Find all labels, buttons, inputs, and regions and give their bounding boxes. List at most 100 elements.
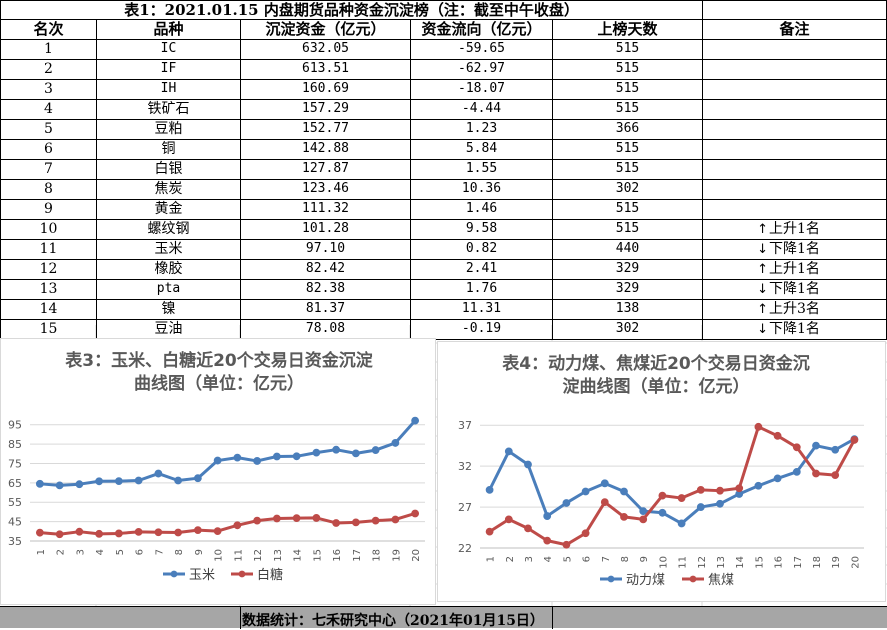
- x-tick-label: 5: [562, 556, 573, 562]
- name-cell: 铜: [96, 138, 241, 160]
- name-cell: 橡胶: [96, 258, 241, 280]
- x-tick-label: 15: [312, 549, 323, 562]
- table-row: 12 橡胶 82.42 2.41 329 ↑上升1名: [0, 258, 887, 280]
- arrow-down-icon: ↓: [757, 281, 768, 297]
- x-tick-label: 15: [754, 556, 765, 569]
- legend-swatch-marker: [689, 575, 697, 583]
- rank-cell: 8: [0, 178, 97, 200]
- capital-cell: 101.28: [240, 218, 411, 240]
- flow-cell: 5.84: [410, 138, 553, 160]
- capital-cell: 157.29: [240, 98, 411, 120]
- flow-cell: 1.23: [410, 118, 553, 140]
- x-tick-label: 5: [115, 549, 126, 555]
- y-tick-label: 27: [458, 501, 472, 514]
- data-point: [174, 476, 183, 485]
- x-tick-label: 14: [735, 556, 746, 569]
- data-point: [773, 431, 782, 440]
- chart-title-line2: 曲线图（单位：亿元）: [134, 373, 304, 394]
- note-cell: [702, 38, 887, 60]
- y-tick-label: 55: [8, 496, 22, 509]
- rank-change-text: 上升1名: [768, 220, 820, 237]
- name-cell: 豆油: [96, 318, 241, 340]
- name-cell: IH: [96, 78, 241, 100]
- note-cell: ↑上升1名: [702, 218, 887, 240]
- arrow-down-icon: ↓: [757, 241, 768, 257]
- data-point: [154, 528, 163, 537]
- capital-cell: 152.77: [240, 118, 411, 140]
- data-point: [658, 491, 667, 500]
- note-cell: [702, 58, 887, 80]
- rank-cell: 9: [0, 198, 97, 220]
- capital-cell: 127.87: [240, 158, 411, 180]
- data-point: [754, 422, 763, 431]
- note-cell: [702, 98, 887, 120]
- rank-cell: 3: [0, 78, 97, 100]
- data-point: [581, 487, 590, 496]
- capital-cell: 78.08: [240, 318, 411, 340]
- x-tick-label: 19: [831, 556, 842, 569]
- name-cell: 白银: [96, 158, 241, 180]
- data-point: [696, 503, 705, 511]
- data-point: [154, 469, 163, 478]
- chart-title-line2: 淀曲线图（单位：亿元）: [563, 376, 750, 397]
- data-point: [233, 453, 242, 462]
- data-point: [831, 445, 840, 454]
- rank-change-text: 下降1名: [768, 240, 820, 257]
- header-rank: 名次: [0, 19, 97, 40]
- table-row: 14 镍 81.37 11.31 138 ↑上升3名: [0, 298, 887, 320]
- x-tick-label: 12: [697, 556, 708, 569]
- x-tick-label: 11: [678, 556, 689, 569]
- days-cell: 515: [551, 198, 704, 220]
- flow-cell: 2.41: [410, 258, 553, 280]
- legend-swatch-marker: [170, 570, 178, 578]
- x-tick-label: 12: [253, 549, 264, 562]
- name-cell: 焦炭: [96, 178, 241, 200]
- y-tick-label: 32: [458, 460, 472, 473]
- data-point: [716, 499, 724, 508]
- arrow-down-icon: ↓: [757, 321, 768, 337]
- x-tick-label: 20: [411, 549, 422, 562]
- note-cell: [702, 138, 887, 160]
- x-tick-label: 9: [639, 556, 650, 562]
- days-cell: 138: [551, 298, 704, 320]
- data-point: [75, 480, 84, 489]
- data-point: [253, 457, 262, 465]
- rank-change-text: 下降1名: [768, 320, 820, 337]
- data-point: [292, 514, 301, 523]
- x-tick-label: 8: [620, 556, 631, 562]
- flow-cell: -18.07: [410, 78, 553, 100]
- note-cell: [702, 78, 887, 100]
- note-cell: ↑上升1名: [702, 258, 887, 280]
- note-cell: [702, 158, 887, 180]
- data-point: [754, 481, 763, 490]
- x-tick-label: 6: [135, 549, 146, 555]
- x-tick-label: 3: [524, 556, 535, 562]
- footer-bar: 数据统计：七禾研究中心（2021年01月15日）: [0, 606, 887, 629]
- capital-cell: 82.38: [240, 278, 411, 300]
- legend-label: 动力煤: [626, 573, 665, 588]
- name-cell: 镍: [96, 298, 241, 320]
- table-row: 15 豆油 78.08 -0.19 302 ↓下降1名: [0, 318, 887, 340]
- table-title-blank-cell: [702, 0, 887, 21]
- days-cell: 440: [551, 238, 704, 260]
- name-cell: 玉米: [96, 238, 241, 260]
- x-tick-label: 6: [582, 556, 593, 562]
- rank-change-text: 上升1名: [768, 260, 820, 277]
- series-line-1: [488, 425, 856, 547]
- y-tick-label: 37: [458, 419, 472, 432]
- data-point: [504, 447, 513, 456]
- data-point: [55, 530, 64, 539]
- footer-divider-left: [240, 607, 241, 629]
- capital-cell: 142.88: [240, 138, 411, 160]
- coal-chart: 表4：动力煤、焦煤近20个交易日资金沉 淀曲线图（单位：亿元） 22 27 32 37 1 2…: [437, 341, 886, 602]
- name-cell: pta: [96, 278, 241, 300]
- x-tick-label: 17: [352, 549, 363, 562]
- data-point: [351, 449, 360, 458]
- data-point: [411, 509, 420, 518]
- days-cell: 329: [551, 258, 704, 280]
- x-tick-label: 7: [601, 556, 612, 562]
- days-cell: 515: [551, 158, 704, 180]
- x-tick-label: 9: [194, 549, 205, 555]
- legend-label: 玉米: [189, 568, 215, 583]
